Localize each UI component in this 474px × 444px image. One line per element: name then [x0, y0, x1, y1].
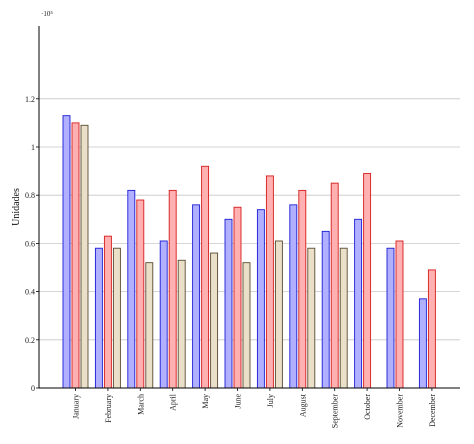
x-tick-label-february: February [104, 394, 113, 423]
bar-series-1-april [159, 240, 168, 389]
x-tick-label-july: July [266, 394, 275, 407]
y-multiplier-label: ·10⁵ [41, 10, 53, 18]
bar-series-1-november [386, 247, 395, 389]
y-tick-label: 1 [31, 143, 35, 152]
bar-series-2-february [103, 235, 112, 389]
bar-series-3-september [339, 247, 348, 389]
axes [38, 26, 460, 389]
bar-series-1-may [192, 204, 201, 389]
y-axis-title: Unidades [11, 188, 22, 226]
bar-series-2-january [71, 122, 80, 389]
bar-series-1-october [354, 218, 363, 389]
bar-series-2-may [201, 165, 210, 389]
bar-series-2-april [168, 189, 177, 389]
bar-series-3-january [80, 124, 89, 389]
bar-series-2-october [363, 173, 372, 389]
bar-series-2-june [233, 206, 242, 389]
x-tick-label-november: November [396, 394, 405, 428]
x-ticks: January February March April May June July Augu… [72, 388, 437, 428]
bars-group [62, 115, 436, 389]
y-tick-label: 0 [31, 384, 35, 393]
x-tick-label-may: May [201, 394, 210, 409]
bar-series-3-may [210, 252, 219, 389]
bar-series-1-september [321, 230, 330, 389]
y-tick-label: 0.8 [25, 191, 35, 200]
bar-series-3-february [112, 247, 121, 389]
y-tick-label: 0.6 [25, 239, 35, 248]
bar-series-2-september [330, 182, 339, 389]
bar-series-3-march [145, 262, 154, 389]
bar-series-2-july [265, 175, 274, 389]
bar-series-2-november [395, 240, 404, 389]
bar-series-1-august [289, 204, 298, 389]
bar-series-2-december [427, 269, 436, 389]
bar-series-2-march [136, 199, 145, 389]
x-tick-label-january: January [72, 394, 81, 419]
x-tick-label-april: April [169, 393, 178, 411]
bar-series-3-july [274, 240, 283, 389]
bar-series-1-december [418, 298, 427, 389]
x-tick-label-june: June [234, 394, 243, 409]
bar-series-1-july [256, 209, 265, 389]
bar-series-1-june [224, 218, 233, 389]
y-tick-label: 1.2 [25, 95, 35, 104]
x-tick-label-september: September [331, 394, 340, 429]
y-tick-label: 0.2 [25, 336, 35, 345]
bar-series-1-february [94, 247, 103, 389]
x-tick-label-october: October [363, 394, 372, 420]
x-tick-label-march: March [136, 394, 145, 415]
x-tick-label-december: December [428, 394, 437, 427]
bar-series-3-august [307, 247, 316, 389]
bar-series-1-march [127, 189, 136, 389]
y-ticks: 0 0.2 0.4 0.6 0.8 1 1.2 [25, 95, 39, 393]
x-tick-label-august: August [298, 393, 307, 417]
bar-series-2-august [298, 189, 307, 389]
bar-series-3-april [177, 259, 186, 389]
y-tick-label: 0.4 [25, 288, 35, 297]
bar-series-3-june [242, 262, 251, 389]
bar-series-1-january [62, 115, 71, 389]
